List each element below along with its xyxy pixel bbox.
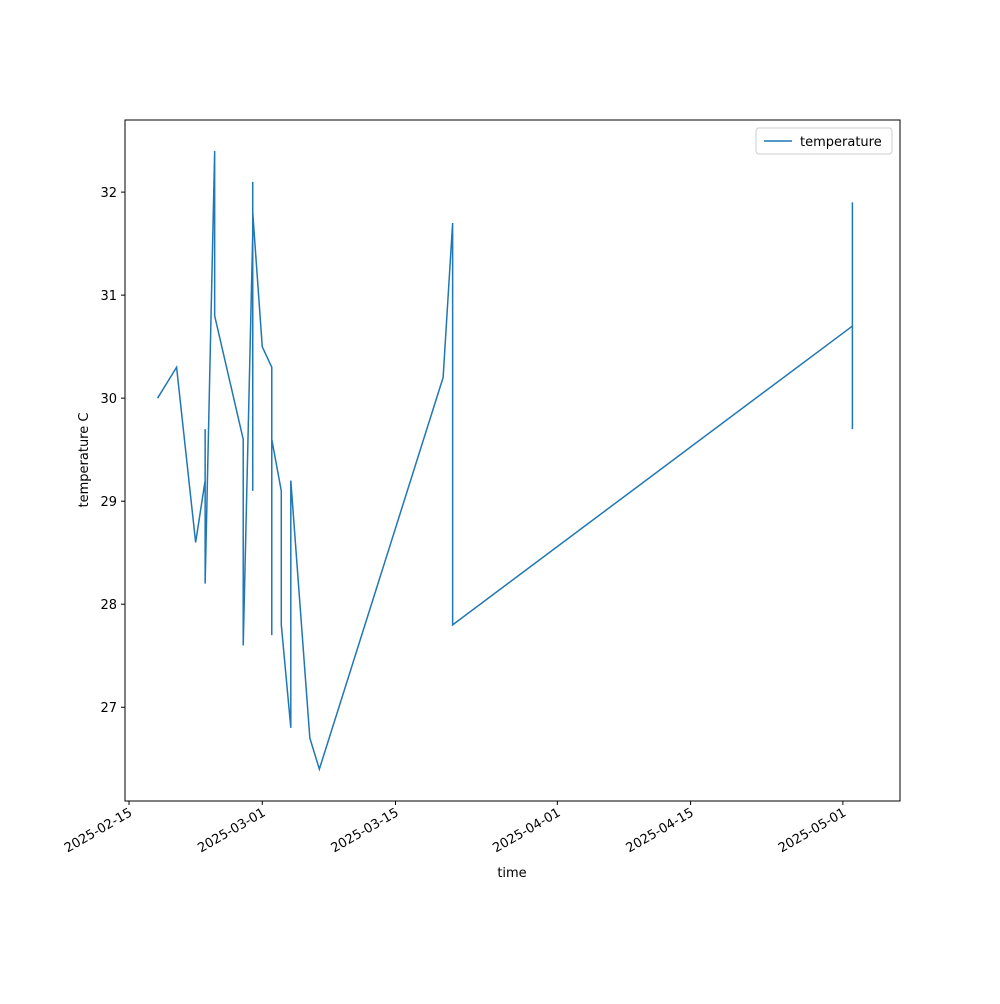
legend-label: temperature — [800, 135, 882, 150]
y-tick-label: 31 — [100, 289, 117, 304]
y-tick-label: 30 — [100, 392, 117, 407]
y-axis-label: temperature C — [77, 413, 92, 508]
plot-frame — [124, 119, 901, 802]
y-tick-label: 27 — [100, 701, 117, 716]
x-axis-label: time — [497, 866, 526, 881]
data-line — [156, 150, 854, 772]
y-tick-label: 28 — [100, 598, 117, 613]
y-tick-label: 29 — [100, 495, 117, 510]
legend-box — [755, 127, 893, 155]
y-tick-label: 32 — [100, 186, 117, 201]
